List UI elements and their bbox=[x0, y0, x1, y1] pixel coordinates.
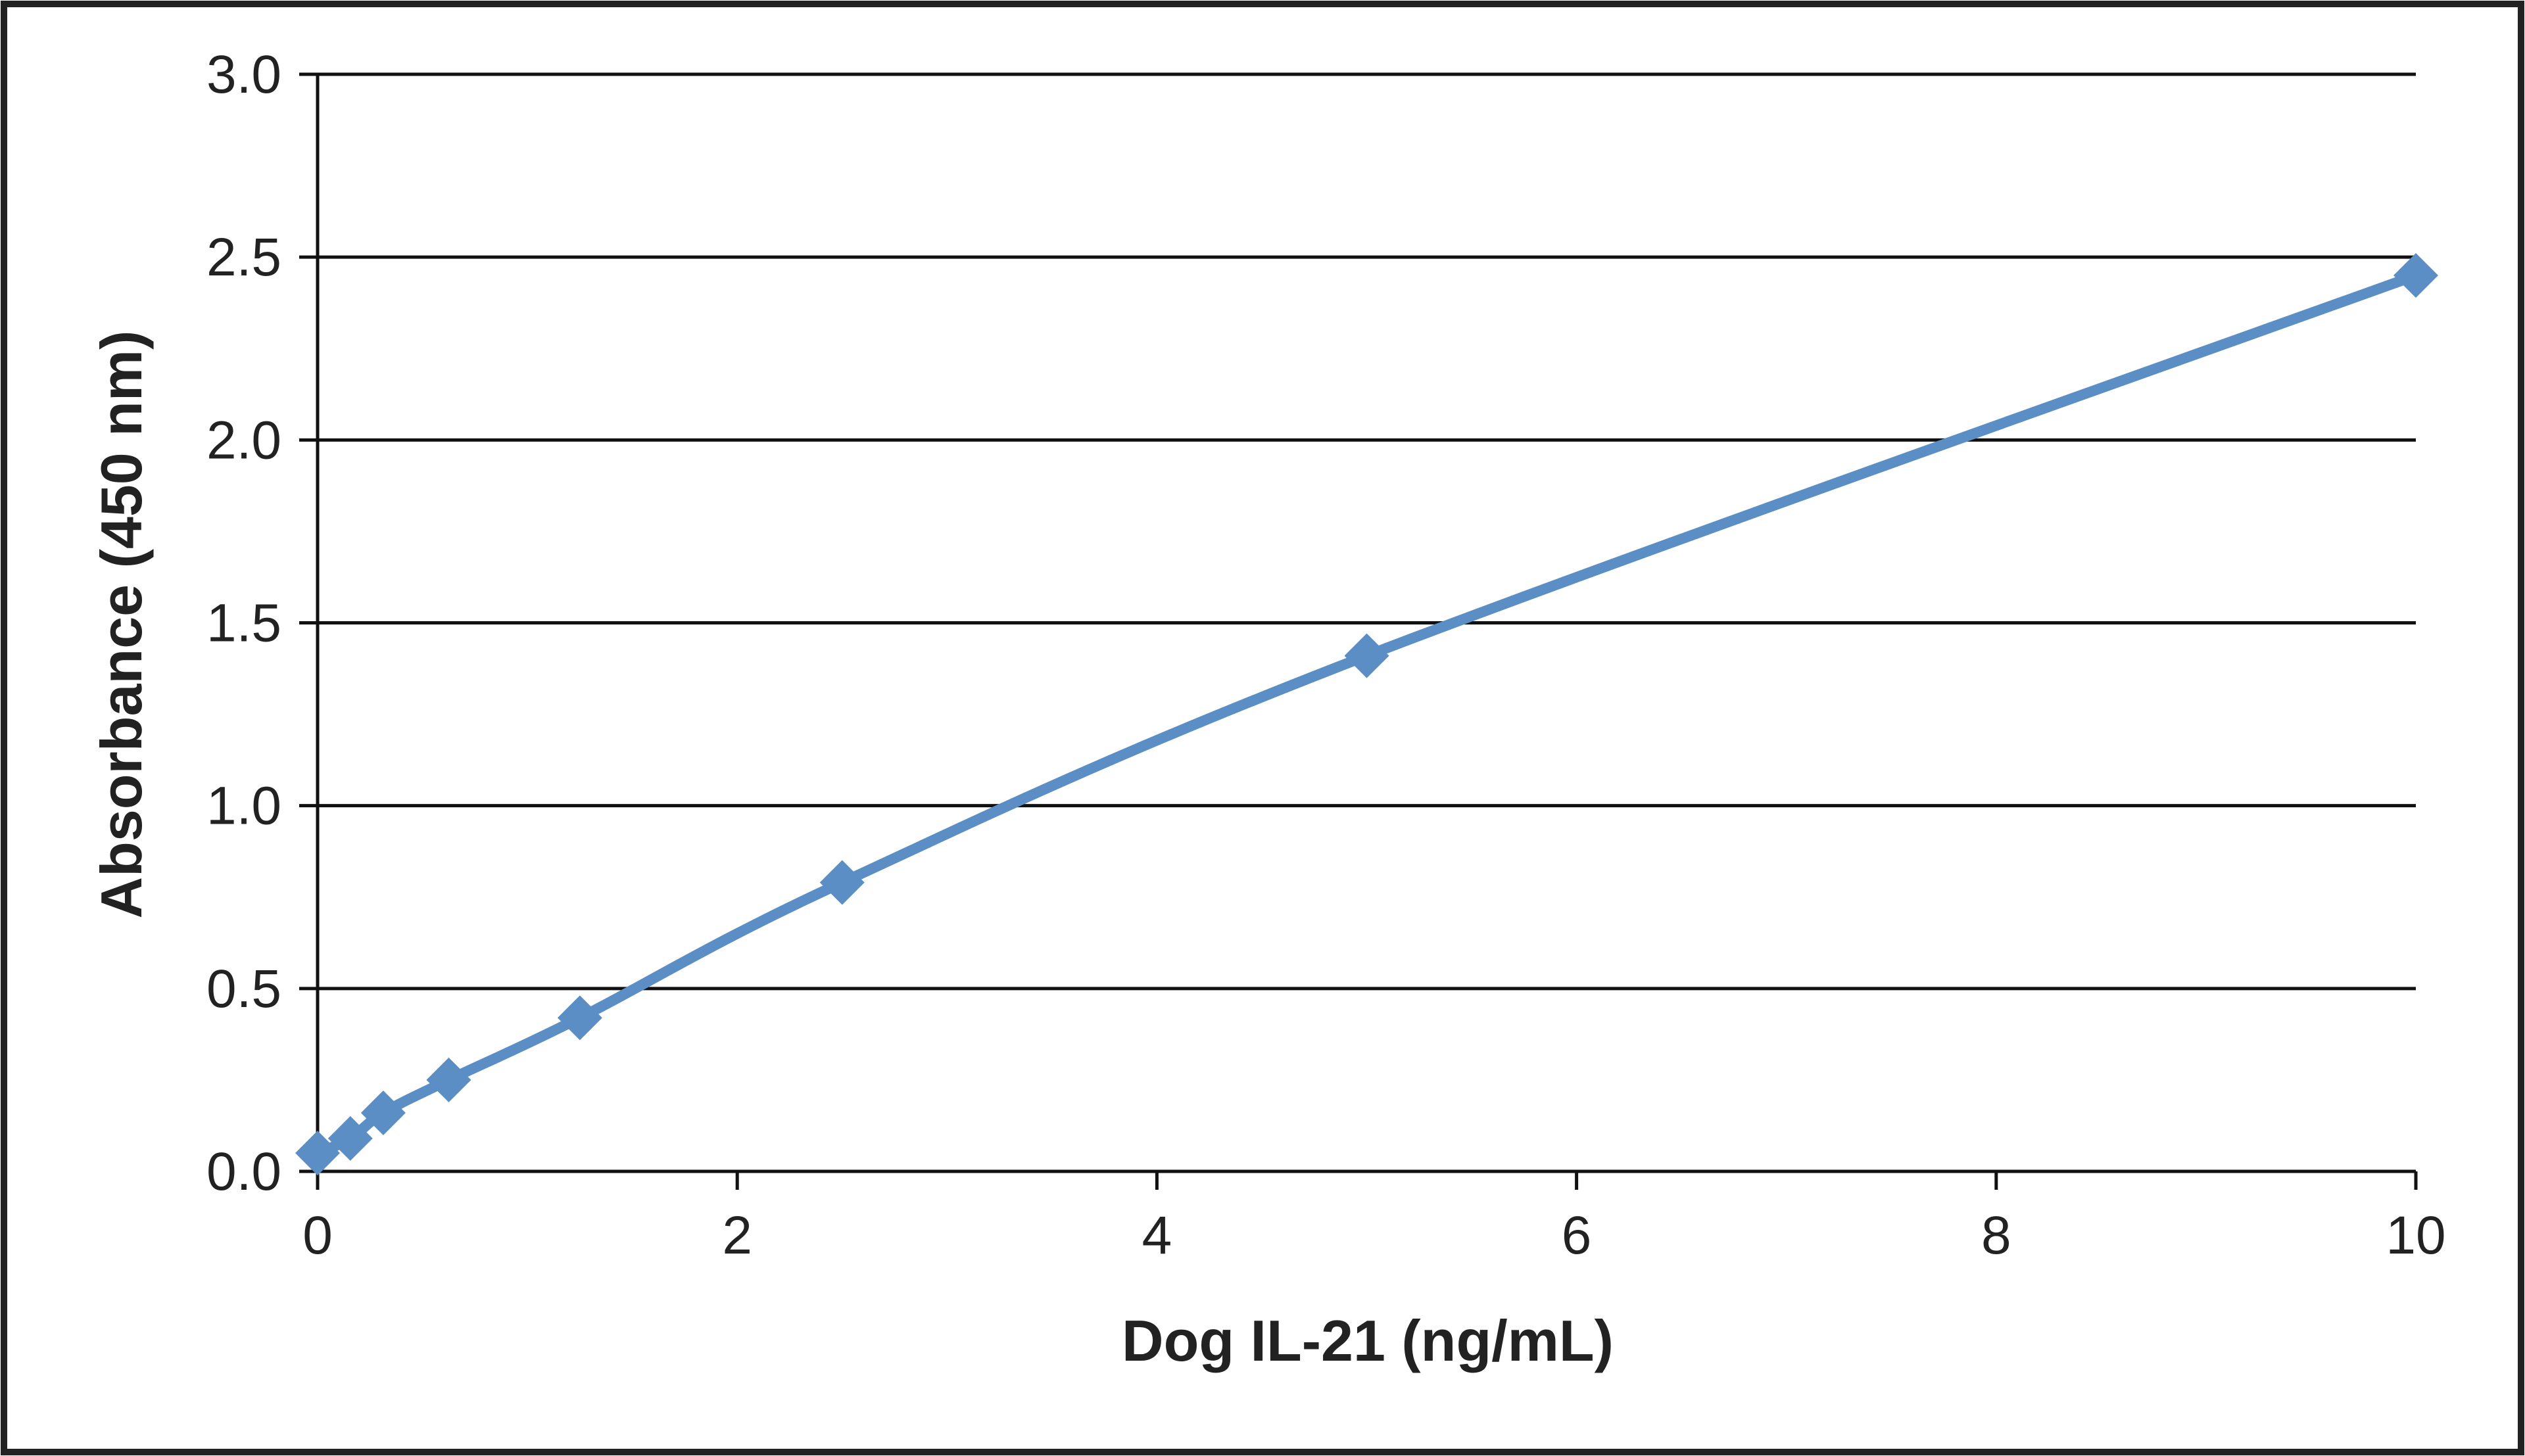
y-tick-label: 0.5 bbox=[206, 959, 281, 1019]
y-tick-label: 1.0 bbox=[206, 776, 281, 836]
x-tick-label: 10 bbox=[2386, 1206, 2445, 1265]
x-tick-label: 4 bbox=[1142, 1206, 1172, 1265]
data-point-marker bbox=[2393, 252, 2438, 298]
y-tick-label: 1.5 bbox=[206, 594, 281, 653]
y-tick-label: 0.0 bbox=[206, 1142, 281, 1202]
x-tick-label: 0 bbox=[302, 1206, 333, 1265]
y-tick-label: 2.5 bbox=[206, 227, 281, 287]
data-point-marker bbox=[557, 995, 602, 1041]
x-tick-label: 2 bbox=[722, 1206, 752, 1265]
tick-labels: 0.0 0.5 1.0 1.5 2.0 2.5 3.0 0 2 4 6 8 10 bbox=[206, 45, 2446, 1265]
data-point-marker bbox=[819, 860, 865, 905]
axes bbox=[316, 74, 2418, 1190]
gridlines bbox=[299, 72, 2416, 1173]
x-tick-label: 6 bbox=[1562, 1206, 1592, 1265]
data-point-marker bbox=[1344, 633, 1389, 678]
y-axis-title: Absorbance (450 nm) bbox=[89, 331, 154, 919]
data-point-marker bbox=[426, 1057, 471, 1102]
data-point-marker bbox=[295, 1131, 340, 1176]
y-tick-label: 3.0 bbox=[206, 45, 281, 105]
series bbox=[295, 252, 2438, 1176]
x-axis-title: Dog IL-21 (ng/mL) bbox=[1122, 1308, 1614, 1373]
x-tick-label: 8 bbox=[1981, 1206, 2011, 1265]
data-point-marker bbox=[360, 1090, 406, 1135]
y-tick-label: 2.0 bbox=[206, 410, 281, 470]
data-point-marker bbox=[327, 1115, 373, 1161]
